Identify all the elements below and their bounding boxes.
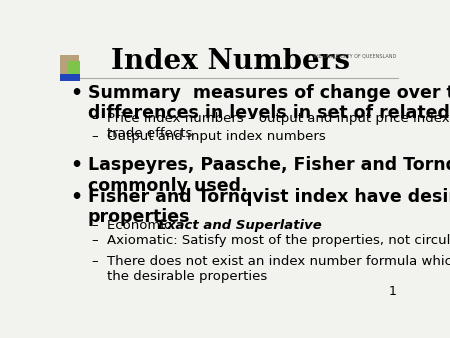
Text: –: – [91,112,98,125]
FancyBboxPatch shape [60,55,79,76]
Text: •: • [70,156,82,175]
FancyBboxPatch shape [60,74,80,81]
Text: Summary  measures of change over time or
differences in levels in set of related: Summary measures of change over time or … [88,83,450,122]
Text: Price index numbers – output and input price index and terms of
trade effects: Price index numbers – output and input p… [107,112,450,140]
Text: Index Numbers: Index Numbers [111,48,350,75]
Text: Laspeyres, Paasche, Fisher and Tornqvist are
commonly used.: Laspeyres, Paasche, Fisher and Tornqvist… [88,156,450,195]
Text: 1: 1 [388,285,396,298]
Text: •: • [70,83,82,102]
Text: •: • [70,188,82,207]
Text: –: – [91,130,98,143]
FancyBboxPatch shape [68,62,80,76]
Text: There does not exist an index number formula which satisfies all
the desirable p: There does not exist an index number for… [107,255,450,283]
Text: THE UNIVERSITY OF QUEENSLAND: THE UNIVERSITY OF QUEENSLAND [312,54,396,58]
Text: Axiomatic: Satisfy most of the properties, not circularity test: Axiomatic: Satisfy most of the propertie… [107,235,450,247]
Text: –: – [91,255,98,268]
Text: –: – [91,235,98,247]
Text: Output and input index numbers: Output and input index numbers [107,130,325,143]
Text: Fisher and Tornqvist index have desirable
properties: Fisher and Tornqvist index have desirabl… [88,188,450,226]
Text: Exact and Superlative: Exact and Superlative [158,219,322,232]
Text: Economic:: Economic: [107,219,180,232]
Text: –: – [91,219,98,232]
